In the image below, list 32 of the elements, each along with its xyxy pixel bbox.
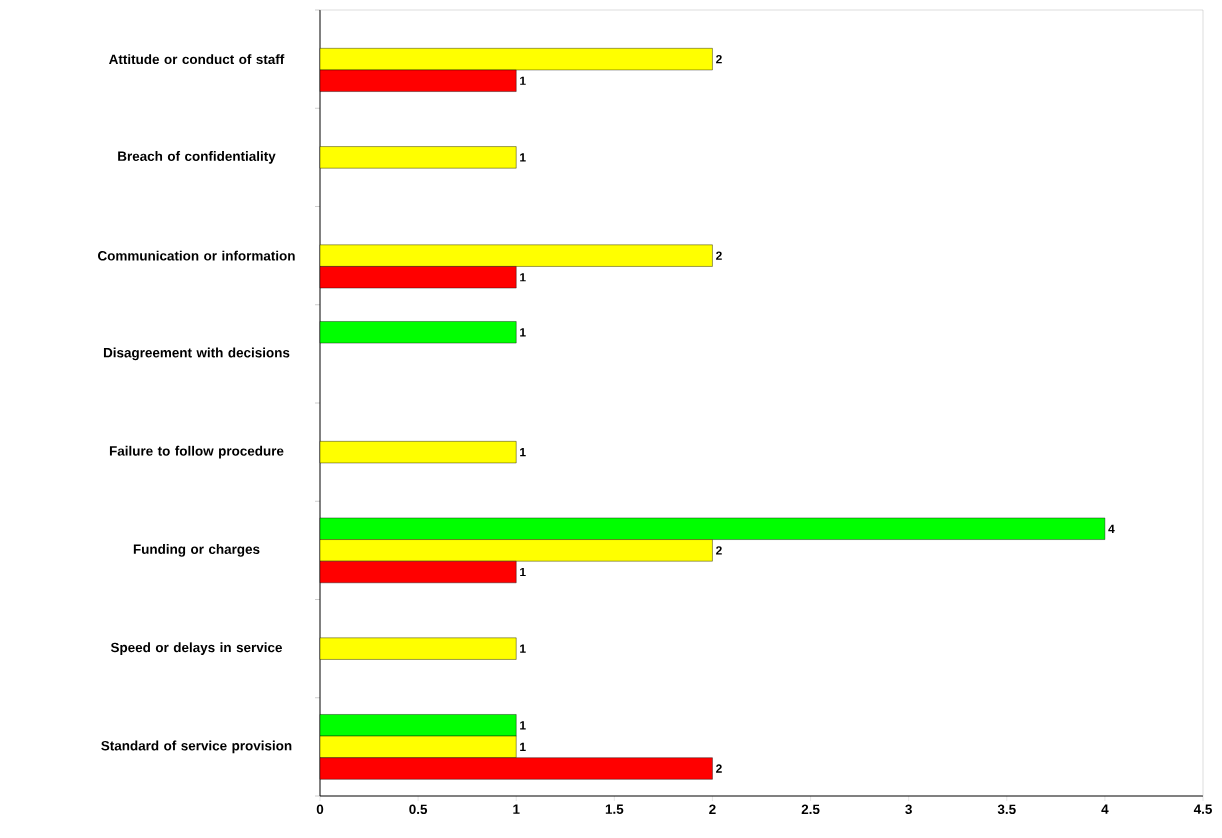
data-label: 1 [520,644,526,653]
x-tick-label: 1 [513,804,520,814]
x-tick-label: 2.5 [801,804,820,815]
x-tick-label: 0.5 [409,804,428,815]
data-label: 4 [1108,524,1115,533]
x-tick-label: 3.5 [997,804,1016,815]
data-label: 1 [520,448,526,457]
data-label: 1 [520,76,526,85]
y-tick-label: Attitude or conduct of staff [109,54,285,65]
data-label: 2 [716,54,722,64]
y-tick-label: Disagreement with decisions [103,347,290,361]
data-label: 2 [716,764,722,773]
y-tick-label: Failure to follow procedure [109,445,284,459]
y-tick-label: Standard of service provision [101,740,292,754]
data-label: 1 [520,273,526,282]
x-tick-label: 3 [905,804,912,815]
data-label: 1 [520,567,526,577]
x-tick-label: 1.5 [605,804,624,814]
x-tick-label: 4.5 [1193,804,1212,814]
y-tick-label: Funding or charges [133,544,260,557]
y-tick-label: Communication or information [98,250,295,261]
x-tick-label: 2 [709,804,716,814]
data-label: 1 [520,721,526,730]
x-tick-label: 4 [1101,804,1109,814]
data-label: 1 [520,328,526,337]
data-label: 2 [716,251,722,260]
data-label: 1 [520,742,526,751]
y-tick-label: Speed or delays in service [110,642,282,655]
data-label: 2 [716,546,722,555]
x-tick-label: 0 [316,804,324,815]
y-tick-label: Breach of confidentiality [118,151,276,164]
data-label: 1 [520,153,526,162]
